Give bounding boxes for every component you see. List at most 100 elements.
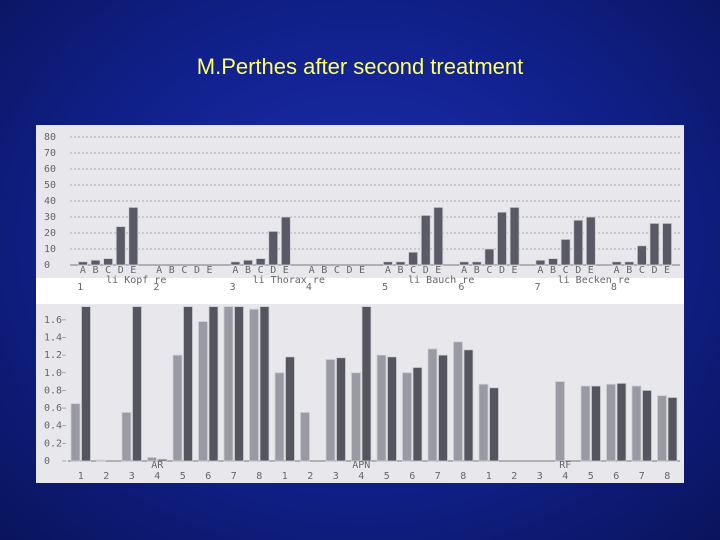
bar (402, 372, 412, 462)
x-tick-label: 1 (282, 471, 288, 482)
bar (234, 306, 244, 462)
x-tick-label: 8 (256, 471, 262, 482)
series-letter: C (410, 265, 416, 276)
series-letter: A (156, 265, 162, 276)
y-tick-label: 60 (44, 164, 56, 175)
series-letter: A (385, 265, 391, 276)
y-tick-label: 0 (44, 260, 50, 271)
y-tick-label: 70 (44, 148, 56, 159)
y-tick-label: 1.6 (44, 315, 62, 326)
bar (157, 458, 168, 462)
bar (412, 367, 423, 462)
x-tick-label: 4 (306, 282, 312, 293)
y-tick-label: 0.2 (44, 438, 62, 449)
bar (471, 261, 482, 266)
bar (280, 216, 291, 266)
bar (535, 259, 546, 266)
bar (591, 385, 601, 462)
x-tick-label: 5 (180, 471, 186, 482)
series-letter: C (639, 265, 645, 276)
bar (642, 390, 652, 462)
bar (509, 206, 520, 266)
bar (657, 395, 667, 462)
y-tick-label: 0.8 (44, 385, 62, 396)
bar (255, 258, 266, 266)
bar (96, 459, 106, 462)
section-label: li Bauch re (408, 275, 474, 286)
bar (300, 412, 310, 462)
bar (285, 356, 295, 462)
bar (230, 261, 241, 266)
series-letter: B (626, 265, 632, 276)
x-tick-label: 4 (154, 471, 160, 482)
bar (249, 308, 259, 462)
series-letter: C (486, 265, 492, 276)
bar (573, 219, 584, 266)
x-tick-label: 3 (333, 471, 339, 482)
bar (147, 457, 157, 462)
x-tick-label: 8 (460, 471, 466, 482)
series-letter: B (321, 265, 327, 276)
y-tick-label: 20 (44, 228, 56, 239)
bar (478, 383, 489, 462)
bar (121, 412, 132, 462)
bar (128, 206, 139, 266)
chart-separator (36, 278, 684, 304)
bar (81, 306, 91, 462)
section-label: RF (559, 460, 571, 471)
series-letter: E (283, 265, 289, 276)
bar (484, 248, 495, 266)
bar (489, 387, 499, 462)
series-letter: D (194, 265, 200, 276)
bar (548, 258, 558, 266)
x-tick-label: 3 (537, 471, 543, 482)
series-letter: A (614, 265, 620, 276)
bar (259, 306, 270, 462)
bar (459, 261, 470, 266)
bar (438, 354, 448, 462)
series-letter: C (181, 265, 187, 276)
y-tick-label: 30 (44, 212, 56, 223)
x-tick-label: 2 (307, 471, 313, 482)
bar (667, 397, 678, 462)
x-tick-label: 7 (435, 471, 441, 482)
y-tick-label: 40 (44, 196, 56, 207)
bar (555, 381, 565, 462)
series-letter: A (232, 265, 238, 276)
bar (78, 261, 88, 266)
series-letter: C (105, 265, 111, 276)
x-tick-label: 7 (639, 471, 645, 482)
x-tick-label: 6 (205, 471, 211, 482)
bar (616, 382, 627, 462)
x-tick-label: 6 (409, 471, 415, 482)
series-letter: B (398, 265, 404, 276)
bar (383, 261, 393, 266)
section-label: li Kopf re (106, 275, 166, 286)
series-letter: A (537, 265, 543, 276)
series-letter: E (130, 265, 136, 276)
bar (497, 211, 507, 266)
bar (560, 238, 571, 266)
section-label: li Becken re (558, 275, 630, 286)
series-letter: D (270, 265, 276, 276)
x-tick-label: 8 (664, 471, 670, 482)
bar (70, 403, 81, 462)
bar (103, 258, 114, 266)
bar (631, 385, 642, 462)
series-letter: E (664, 265, 670, 276)
series-letter: D (499, 265, 505, 276)
bar (243, 259, 253, 266)
bar (90, 259, 101, 266)
bar (183, 306, 193, 462)
bar (198, 321, 208, 462)
bar (172, 354, 183, 462)
series-letter: D (118, 265, 124, 276)
series-letter: B (169, 265, 175, 276)
bar (662, 222, 672, 266)
x-tick-label: 4 (358, 471, 364, 482)
y-tick-label: 0 (44, 456, 50, 467)
x-tick-label: 3 (230, 282, 236, 293)
slide-title: M.Perthes after second treatment (197, 54, 524, 79)
